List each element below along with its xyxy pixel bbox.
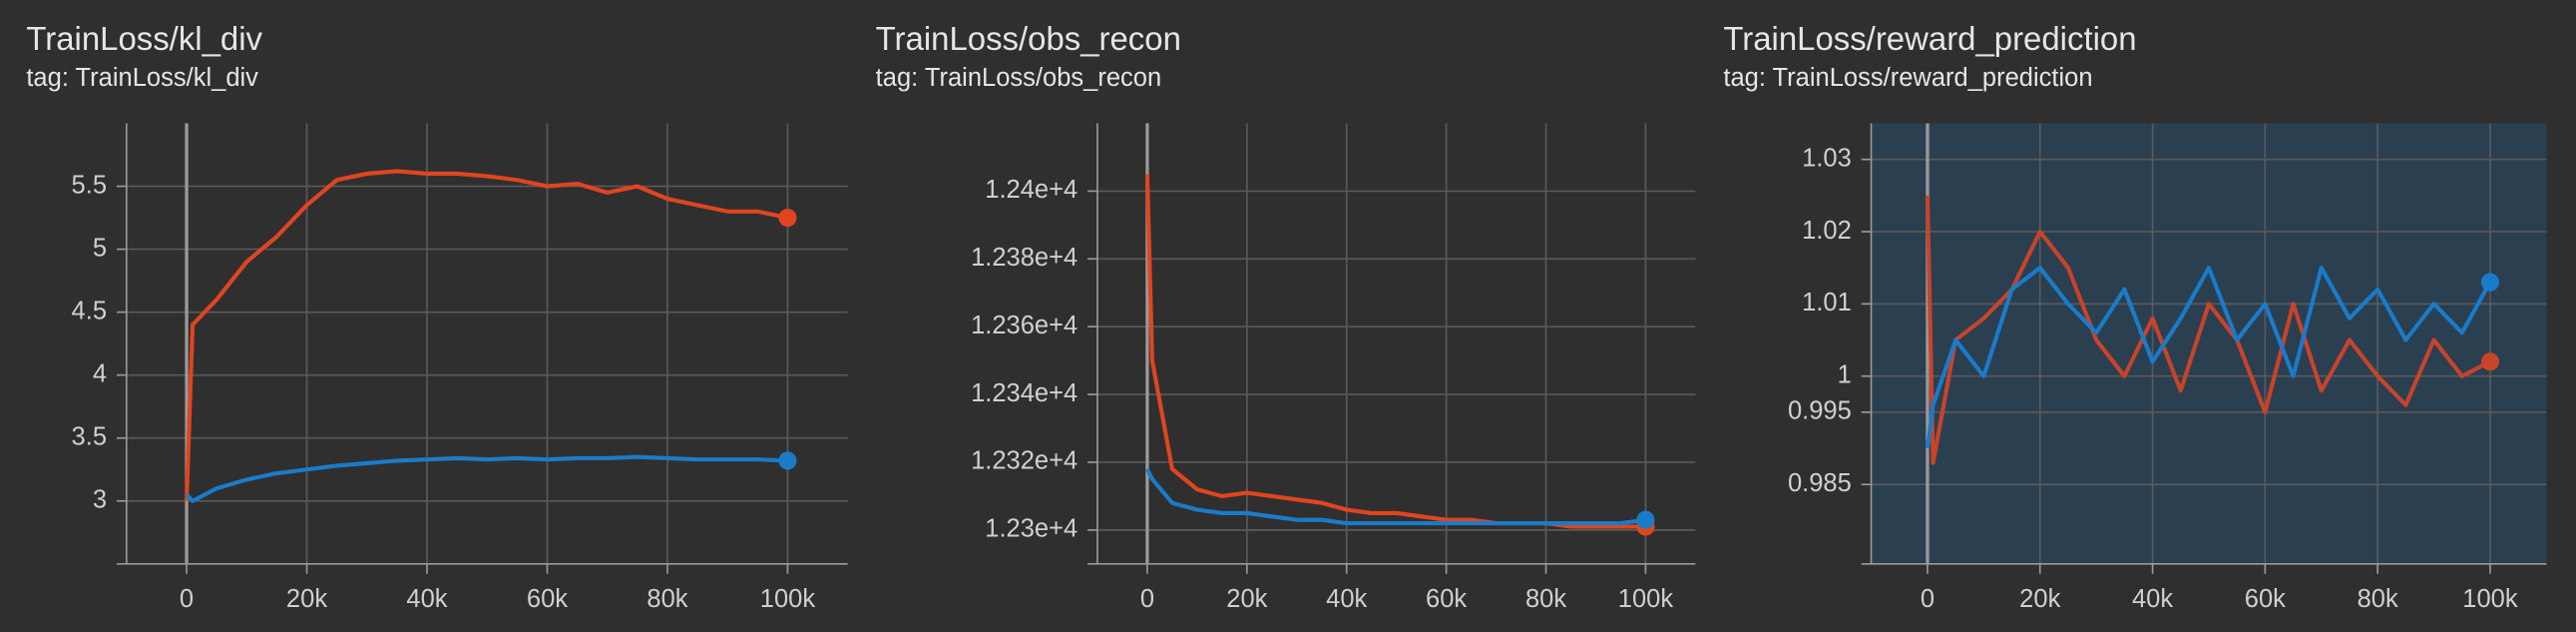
series-line bbox=[185, 454, 788, 503]
y-tick-label: 3 bbox=[93, 486, 107, 514]
range-band bbox=[1871, 123, 2547, 564]
x-tick-label: 20k bbox=[1226, 585, 1267, 613]
y-tick-label: 4.5 bbox=[72, 297, 107, 324]
series-end-dot bbox=[2480, 352, 2500, 371]
series-line bbox=[1144, 174, 1646, 529]
y-tick-label: 1.238e+4 bbox=[971, 244, 1077, 272]
chart-subtitle: tag: TrainLoss/reward_prediction bbox=[1723, 64, 2092, 92]
y-tick-label: 1.23e+4 bbox=[985, 515, 1077, 543]
y-tick-label: 1.236e+4 bbox=[971, 312, 1077, 339]
x-tick-label: 100k bbox=[760, 585, 816, 613]
y-tick-label: 3.5 bbox=[72, 422, 107, 450]
series-end-dot bbox=[1636, 510, 1655, 529]
x-tick-label: 80k bbox=[1525, 585, 1566, 613]
y-tick-label: 1 bbox=[1838, 360, 1852, 388]
x-tick-label: 0 bbox=[180, 585, 194, 613]
x-tick-label: 60k bbox=[2245, 585, 2286, 613]
y-tick-label: 4 bbox=[93, 359, 107, 387]
x-tick-label: 60k bbox=[527, 585, 568, 613]
x-tick-label: 40k bbox=[406, 585, 447, 613]
series-line bbox=[1925, 195, 2491, 465]
series-line bbox=[184, 169, 788, 501]
chart-title: TrainLoss/kl_div bbox=[26, 20, 262, 57]
x-tick-label: 0 bbox=[1921, 585, 1934, 613]
series-end-dot bbox=[778, 209, 797, 228]
series-end-dot bbox=[778, 451, 797, 470]
y-tick-label: 1.234e+4 bbox=[971, 379, 1077, 407]
x-tick-label: 40k bbox=[2132, 585, 2173, 613]
series-line bbox=[1925, 266, 2492, 449]
y-tick-label: 1.01 bbox=[1802, 289, 1852, 316]
x-tick-label: 60k bbox=[1426, 585, 1467, 613]
x-tick-label: 40k bbox=[1326, 585, 1367, 613]
y-tick-label: 5.5 bbox=[72, 171, 107, 199]
x-tick-label: 100k bbox=[2462, 585, 2518, 613]
x-tick-label: 80k bbox=[2358, 585, 2398, 613]
y-tick-label: 1.02 bbox=[1802, 217, 1852, 245]
series-line bbox=[1145, 467, 1646, 526]
chart-subtitle: tag: TrainLoss/obs_recon bbox=[876, 64, 1162, 92]
series-end-dot bbox=[2480, 273, 2500, 292]
x-tick-label: 0 bbox=[1140, 585, 1154, 613]
y-tick-label: 1.24e+4 bbox=[985, 176, 1077, 204]
chart-subtitle: tag: TrainLoss/kl_div bbox=[26, 64, 258, 92]
x-tick-label: 20k bbox=[286, 585, 327, 613]
x-tick-label: 20k bbox=[2019, 585, 2060, 613]
chart-title: TrainLoss/obs_recon bbox=[876, 20, 1181, 57]
y-tick-label: 5 bbox=[93, 234, 107, 262]
y-tick-label: 0.995 bbox=[1788, 397, 1852, 425]
y-tick-label: 0.985 bbox=[1788, 469, 1852, 497]
x-tick-label: 80k bbox=[646, 585, 687, 613]
y-tick-label: 1.232e+4 bbox=[971, 447, 1077, 475]
chart-title: TrainLoss/reward_prediction bbox=[1723, 20, 2136, 57]
y-tick-label: 1.03 bbox=[1802, 144, 1852, 172]
x-tick-label: 100k bbox=[1618, 585, 1674, 613]
